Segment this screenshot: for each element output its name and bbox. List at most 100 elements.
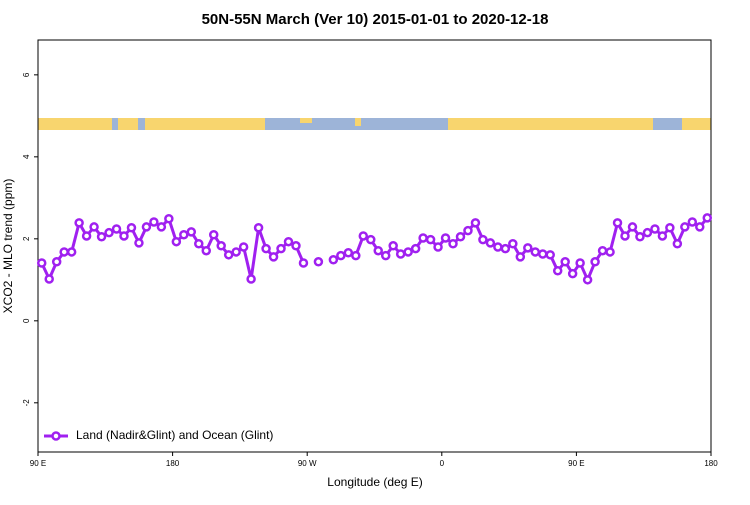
point: [89, 222, 99, 232]
point: [179, 229, 189, 240]
legend-label: Land (Nadir&Glint) and Ocean (Glint): [76, 428, 273, 442]
point: [485, 238, 496, 248]
x-tick-label: 90 E: [568, 459, 584, 468]
point: [276, 243, 286, 254]
point: [238, 242, 249, 252]
point: [478, 234, 488, 245]
point: [81, 231, 92, 241]
point: [366, 234, 376, 245]
point: [515, 252, 526, 262]
point: [463, 225, 473, 236]
point: [223, 250, 234, 260]
point: [291, 241, 301, 251]
point: [455, 232, 466, 242]
point: [560, 257, 570, 267]
point: [395, 249, 406, 259]
point: [448, 238, 458, 249]
point: [380, 250, 391, 261]
point: [351, 250, 361, 261]
point: [216, 241, 226, 251]
x-tick-label: 90 W: [298, 459, 317, 468]
point: [358, 231, 369, 241]
point: [582, 275, 593, 285]
point: [126, 223, 137, 233]
point: [44, 274, 54, 284]
point: [530, 247, 541, 257]
point: [680, 222, 690, 232]
point: [51, 257, 62, 267]
point: [650, 224, 660, 234]
point: [575, 258, 585, 268]
point: [508, 238, 518, 249]
point: [208, 229, 219, 240]
chart-title: 50N-55N March (Ver 10) 2015-01-01 to 202…: [202, 11, 549, 28]
point: [261, 243, 271, 254]
point: [328, 254, 339, 265]
point: [410, 243, 421, 254]
point: [642, 227, 653, 238]
point: [418, 233, 428, 243]
point: [433, 242, 443, 252]
point: [171, 236, 182, 247]
point: [59, 247, 69, 257]
point: [657, 231, 668, 241]
plot-frame: [37, 39, 712, 453]
point: [597, 245, 608, 256]
point: [695, 222, 705, 232]
point: [313, 257, 324, 267]
point: [149, 217, 159, 227]
x-tick-label: 90 E: [30, 459, 46, 468]
point: [687, 217, 698, 227]
point: [627, 222, 638, 232]
point: [104, 227, 114, 238]
y-tick-label: -2: [22, 399, 31, 407]
point: [231, 247, 241, 257]
point: [268, 252, 279, 262]
point: [96, 232, 107, 242]
point: [567, 268, 578, 279]
point: [552, 266, 563, 276]
point: [186, 227, 197, 237]
point: [253, 223, 264, 233]
point: [500, 243, 511, 254]
point: [194, 238, 204, 249]
point: [440, 233, 451, 243]
point: [470, 218, 481, 228]
point: [403, 247, 413, 257]
point: [538, 249, 548, 259]
y-axis-label: XCO2 - MLO trend (ppm): [1, 179, 15, 314]
y-tick-label: 0: [22, 318, 31, 323]
x-tick-label: 0: [440, 459, 445, 468]
point: [119, 231, 129, 241]
point: [336, 250, 346, 261]
point: [36, 258, 47, 268]
point: [605, 247, 615, 257]
land-ocean-strip: [38, 118, 711, 130]
point: [388, 241, 398, 251]
point: [246, 274, 256, 284]
point: [665, 223, 675, 233]
legend-marker: [51, 431, 61, 441]
x-tick-label: 180: [704, 459, 718, 468]
point: [493, 242, 503, 252]
y-tick-label: 2: [22, 236, 31, 241]
point: [298, 258, 309, 268]
point: [672, 238, 683, 249]
point: [201, 245, 211, 256]
point: [590, 257, 600, 267]
point: [164, 213, 174, 224]
point: [702, 213, 713, 223]
y-tick-label: 6: [22, 72, 31, 77]
point: [635, 232, 645, 242]
x-tick-label: 180: [166, 459, 180, 468]
point: [620, 231, 630, 241]
point: [66, 247, 77, 257]
point: [373, 245, 383, 256]
point: [156, 222, 167, 232]
point: [111, 224, 122, 234]
point: [134, 238, 144, 248]
point: [283, 236, 294, 247]
y-tick-label: 4: [22, 154, 31, 159]
